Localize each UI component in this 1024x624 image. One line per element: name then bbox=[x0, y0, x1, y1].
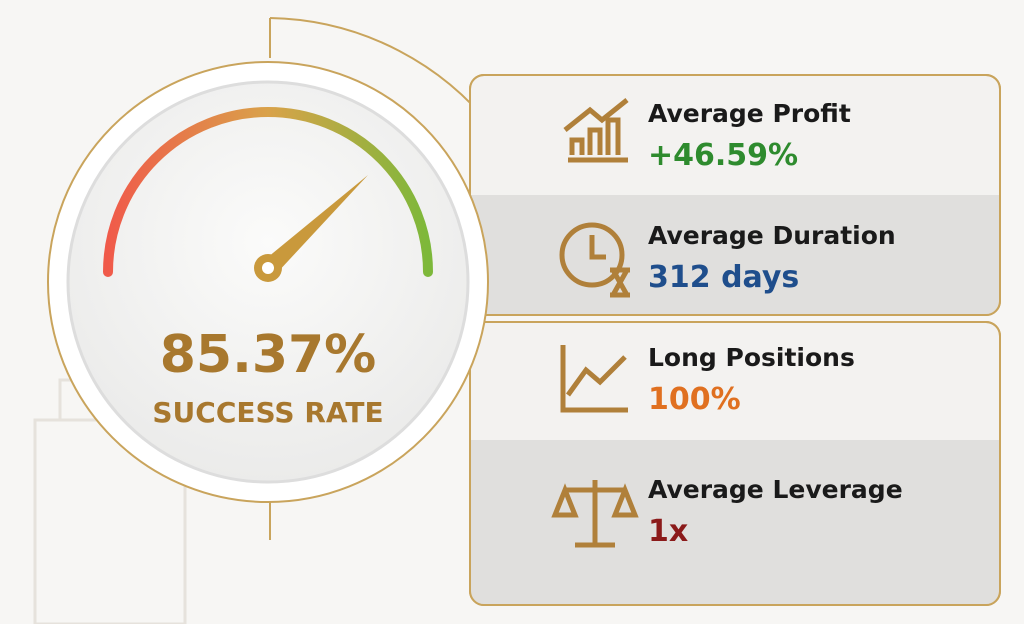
stat-value: 312 days bbox=[648, 260, 799, 295]
gauge: 85.37% SUCCESS RATE bbox=[47, 61, 489, 503]
stat-title: Average Leverage bbox=[648, 475, 903, 504]
stat-value: +46.59% bbox=[648, 138, 798, 173]
stat-value: 100% bbox=[648, 382, 741, 417]
stat-title: Long Positions bbox=[648, 343, 855, 372]
icons bbox=[551, 98, 639, 548]
stat-value: 1x bbox=[648, 514, 688, 549]
gauge-value: 85.37% bbox=[160, 325, 377, 385]
gauge-label: SUCCESS RATE bbox=[152, 396, 383, 429]
stat-title: Average Duration bbox=[648, 221, 896, 250]
stats: Average Profit +46.59% Average Duration 312… bbox=[648, 99, 903, 549]
stat-title: Average Profit bbox=[648, 99, 851, 128]
